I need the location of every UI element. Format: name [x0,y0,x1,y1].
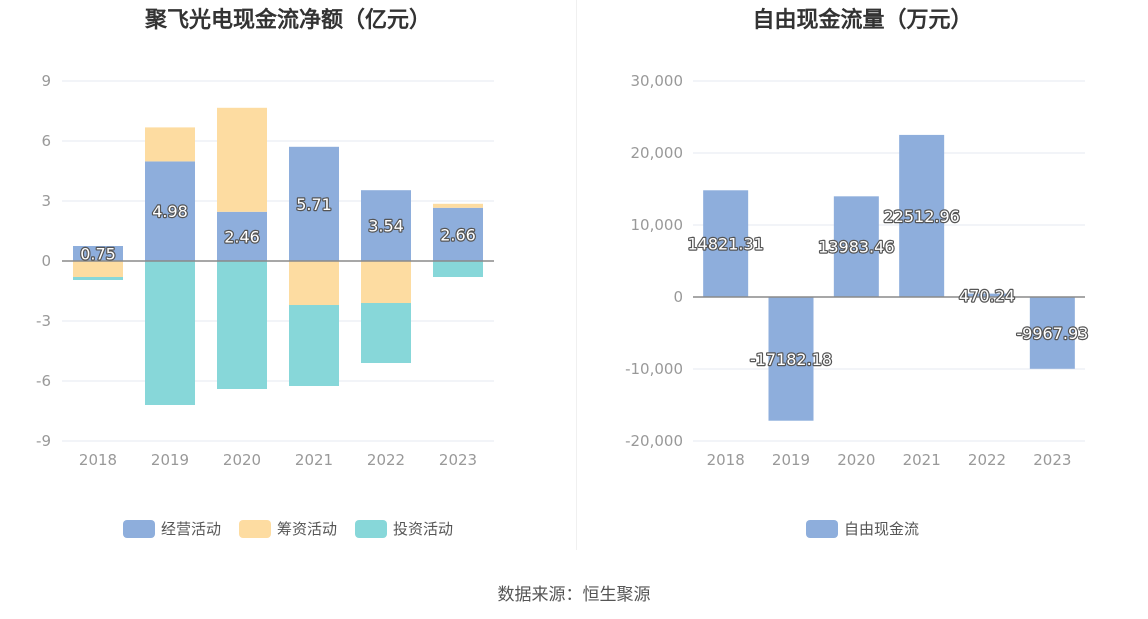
legend-item[interactable]: 投资活动 [355,518,453,539]
legend-label: 经营活动 [160,520,221,538]
x-tick-label: 2019 [772,451,810,469]
bar [433,207,483,261]
x-tick-label: 2020 [837,451,875,469]
bar [899,134,945,297]
x-tick-label: 2020 [223,451,261,469]
cash-flow-chart: 9 6 3 0 -3 -6 -9 2018 2019 2020 2021 2022 2023 0.75 4.… [36,72,494,469]
y-tick-label: -10,000 [625,360,683,378]
data-label: 2.66 [440,225,476,244]
data-label: 5.71 [296,195,332,214]
bar [289,146,339,261]
bar [145,161,195,261]
legend-swatch [122,519,155,538]
bar [361,261,411,303]
legend-item[interactable]: 筹资活动 [238,518,337,539]
bar [833,196,879,297]
bar [289,261,339,305]
y-tick-label: -3 [36,312,51,330]
data-source: 数据来源：恒生聚源 [497,585,651,605]
legend-swatch [805,519,838,538]
bar [433,203,483,208]
chart-title: 自由现金流量（万元） [752,8,973,33]
free-cash-flow-chart: 30,000 20,000 10,000 0 -10,000 -20,000 2018 201… [625,72,1089,469]
x-tick-label: 2021 [903,451,941,469]
bar [145,261,195,405]
bar [1029,297,1075,369]
chart-title: 聚飞光电现金流净额（亿元） [144,8,431,33]
bar [73,246,123,261]
x-tick-label: 2023 [1033,451,1071,469]
bar [433,261,483,277]
x-tick-label: 2022 [968,451,1006,469]
bar [217,211,267,261]
y-tick-label: -6 [36,372,51,390]
free-cash-flow-chart-panel: 自由现金流量（万元） 30,000 20,000 10,000 0 -10,000 -20… [577,0,1148,560]
bar [73,261,123,277]
legend-swatch [238,519,271,538]
data-label: 14821.31 [687,235,763,254]
bar [73,277,123,280]
y-tick-label: 30,000 [631,72,684,90]
data-label: 0.75 [80,245,116,264]
x-tick-label: 2019 [151,451,189,469]
bar [361,190,411,261]
bar [145,127,195,162]
chart-legend: 自由现金流 [577,518,1148,539]
data-label: 22512.96 [883,207,959,226]
y-tick-label: 20,000 [631,144,684,162]
x-tick-label: 2018 [79,451,117,469]
y-tick-label: 0 [673,288,683,306]
legend-label: 投资活动 [393,520,454,538]
bar [361,303,411,363]
x-tick-label: 2018 [707,451,745,469]
y-tick-label: 9 [41,72,51,90]
bar [768,297,814,421]
panel-divider [576,0,577,550]
legend-item[interactable]: 经营活动 [122,518,221,539]
legend-swatch [355,519,387,538]
legend-label: 筹资活动 [276,520,337,538]
data-label: 470.24 [959,286,1015,305]
chart-legend: 经营活动 筹资活动 投资活动 [0,518,576,539]
bar [217,261,267,389]
x-tick-label: 2023 [439,451,477,469]
data-label: 13983.46 [818,238,894,257]
y-tick-label: -9 [36,432,51,450]
legend-item[interactable]: 自由现金流 [805,518,919,539]
y-tick-label: 3 [41,192,51,210]
data-label: 4.98 [152,202,188,221]
bar [964,293,1010,297]
data-label: 2.46 [224,227,260,246]
data-label: -17182.18 [750,350,832,369]
bar [703,190,749,297]
y-tick-label: 0 [41,252,51,270]
data-label: 3.54 [368,217,404,236]
cash-flow-chart-panel: 聚飞光电现金流净额（亿元） 9 6 3 0 -3 -6 -9 2018 2019 2020 2021… [0,0,576,560]
bar [289,305,339,386]
x-tick-label: 2022 [367,451,405,469]
x-tick-label: 2021 [295,451,333,469]
y-tick-label: 6 [41,132,51,150]
legend-label: 自由现金流 [843,520,919,538]
bar [217,107,267,212]
y-tick-label: -20,000 [625,432,683,450]
data-label: -9967.93 [1016,324,1088,343]
y-tick-label: 10,000 [631,216,684,234]
